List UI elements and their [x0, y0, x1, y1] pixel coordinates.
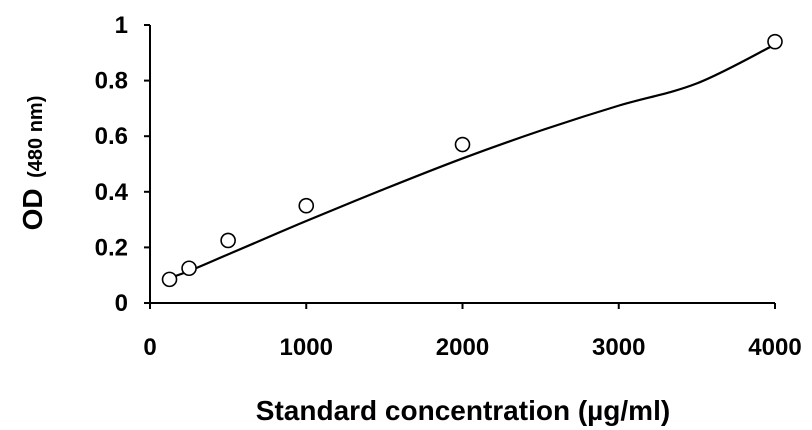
y-tick-label: 0.6: [95, 123, 128, 150]
tick-layer: 0 1000 2000 3000 4000 0 0.2 0.4 0.6 0.8 1: [95, 12, 802, 361]
y-axis-title: OD (480 nm): [17, 96, 48, 231]
fit-curve: [169, 43, 776, 280]
data-point: [161, 271, 178, 288]
y-tick-label: 0.4: [95, 179, 129, 206]
data-point: [767, 33, 783, 50]
data-point: [454, 136, 471, 153]
data-point: [181, 260, 197, 277]
y-tick-label: 0.8: [95, 68, 128, 95]
data-point: [298, 197, 315, 214]
x-tick-label: 1000: [280, 334, 333, 361]
y-tick-label: 1: [115, 12, 128, 39]
y-axis-title-unit: (480 nm): [25, 96, 47, 178]
axes: [149, 25, 775, 304]
y-tick-label: 0: [115, 290, 128, 317]
x-tick-label: 3000: [592, 334, 645, 361]
data-point: [220, 232, 236, 249]
x-tick-label: 2000: [436, 334, 489, 361]
curve-layer: [169, 43, 776, 280]
x-tick-label: 4000: [748, 334, 801, 361]
y-axis-title-main: OD: [17, 188, 48, 230]
x-tick-label: 0: [143, 334, 156, 361]
x-axis-title: Standard concentration (µg/ml): [256, 395, 670, 426]
y-tick-label: 0.2: [95, 234, 128, 261]
points-layer: [161, 33, 783, 288]
